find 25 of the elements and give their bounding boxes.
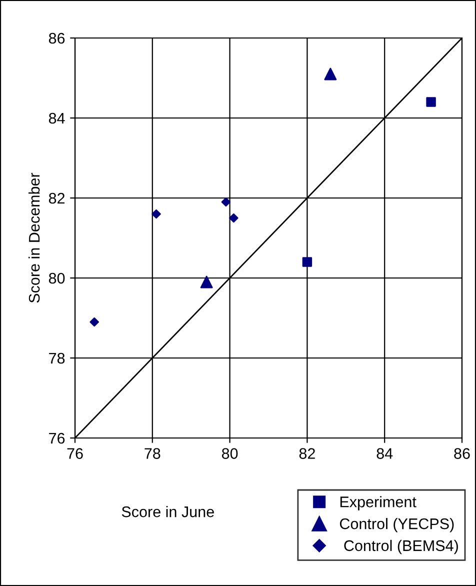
point [324,68,337,80]
y-tick-label: 86 [48,32,65,44]
x-tick-label: 86 [454,448,470,459]
legend-label: Control (YECPS) [340,518,454,532]
y-tick-label: 76 [49,432,65,444]
x-tick-label: 78 [144,448,160,459]
y-tick-label: 80 [48,272,65,284]
point [200,276,213,288]
legend-label: Control (BEMS4) [344,540,458,554]
y-tick-label: 82 [48,192,65,204]
x-tick-label: 84 [376,448,393,459]
point [426,97,436,107]
x-axis-title: Score in June [122,506,214,518]
point [221,197,231,207]
point [302,257,312,267]
point [90,317,99,327]
point [152,209,161,219]
x-tick-label: 76 [67,448,83,459]
y-tick-label: 78 [49,352,65,364]
x-tick-label: 82 [299,448,315,459]
y-axis-title: Score in December [28,172,40,303]
y-tick-label: 84 [48,112,65,124]
legend-label: Experiment [340,496,416,510]
point [229,213,238,223]
x-tick-label: 80 [222,448,238,459]
